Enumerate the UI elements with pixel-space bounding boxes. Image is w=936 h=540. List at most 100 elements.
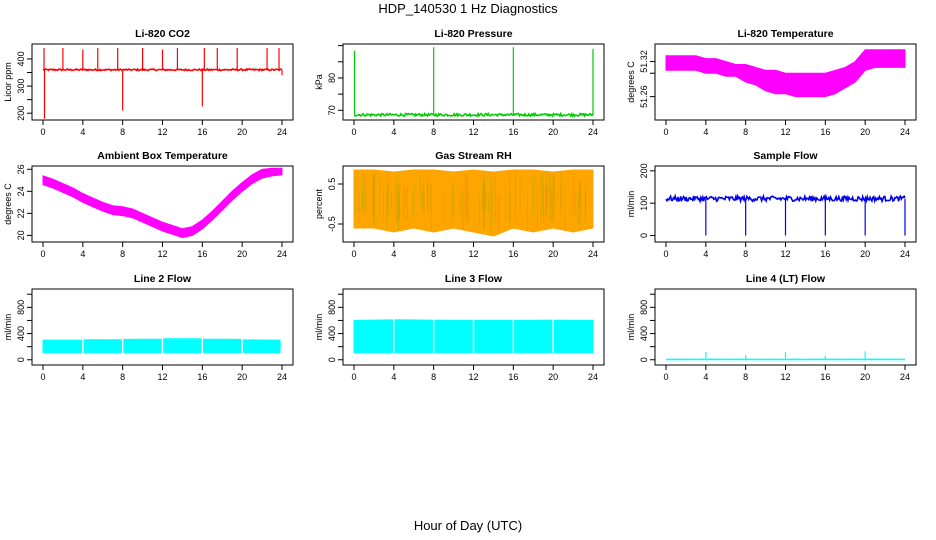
y-axis-label: ml/min <box>314 314 324 341</box>
chart-panel: Sample Flow 0 4 8 12 16 20 24 0 100 200 ml/min <box>626 150 917 259</box>
x-tick-label: 4 <box>703 249 708 259</box>
y-axis-label: ml/min <box>626 191 636 218</box>
x-tick-label: 24 <box>277 372 287 382</box>
y-axis-label: percent <box>314 188 324 219</box>
x-tick-label: 20 <box>860 249 870 259</box>
y-tick-label: 400 <box>639 326 649 341</box>
x-tick-label: 12 <box>468 127 478 137</box>
x-tick-label: 8 <box>120 372 125 382</box>
x-tick-label: 24 <box>900 127 910 137</box>
series-group <box>42 289 282 365</box>
x-tick-label: 12 <box>468 372 478 382</box>
y-tick-label: 200 <box>639 163 649 178</box>
panel-title: Li-820 Temperature <box>737 28 833 40</box>
panel-title: Sample Flow <box>753 150 818 162</box>
y-tick-label: 20 <box>16 230 26 240</box>
y-tick-label: 22 <box>16 208 26 218</box>
x-tick-label: 24 <box>277 127 287 137</box>
x-tick-label: 20 <box>548 127 558 137</box>
x-tick-label: 16 <box>508 372 518 382</box>
x-tick-label: 4 <box>80 249 85 259</box>
y-tick-label: 0 <box>639 233 649 238</box>
x-tick-label: 20 <box>548 372 558 382</box>
series-group <box>42 167 283 239</box>
x-tick-label: 4 <box>80 127 85 137</box>
series-group <box>353 289 594 365</box>
x-tick-label: 16 <box>820 127 830 137</box>
chart-panel: Ambient Box Temperature 0 4 8 12 16 20 24 20 22 24… <box>3 150 294 259</box>
x-tick-label: 0 <box>351 249 356 259</box>
panel-title: Li-820 CO2 <box>135 28 190 40</box>
x-tick-label: 16 <box>508 127 518 137</box>
x-tick-label: 8 <box>431 127 436 137</box>
y-tick-label: 400 <box>16 326 26 341</box>
y-axis-label: degrees C <box>3 183 13 225</box>
y-tick-label: 400 <box>327 326 337 341</box>
series-line <box>353 111 594 118</box>
series-envelope <box>42 338 281 354</box>
x-tick-label: 20 <box>237 127 247 137</box>
y-tick-label: 300 <box>16 79 26 94</box>
y-axis-label: ml/min <box>626 314 636 341</box>
x-tick-label: 24 <box>277 249 287 259</box>
series-group <box>666 351 906 361</box>
panel-title: Ambient Box Temperature <box>97 150 228 162</box>
x-tick-label: 24 <box>588 249 598 259</box>
y-axis-label: degrees C <box>626 61 636 103</box>
x-axis-label: Hour of Day (UTC) <box>413 518 523 533</box>
x-tick-label: 20 <box>237 249 247 259</box>
chart-panel: Li-820 Temperature 0 4 8 12 16 20 24 51.26 51.32d… <box>626 28 917 137</box>
x-tick-label: 8 <box>743 127 748 137</box>
y-tick-label: 400 <box>16 51 26 66</box>
x-tick-label: 4 <box>80 372 85 382</box>
x-tick-label: 12 <box>157 372 167 382</box>
x-tick-label: 12 <box>780 249 790 259</box>
y-tick-label: 800 <box>327 300 337 315</box>
y-axis-label: Licor ppm <box>3 62 13 102</box>
x-tick-label: 20 <box>860 372 870 382</box>
panel-title: Li-820 Pressure <box>434 28 512 40</box>
y-tick-label: 51.32 <box>639 50 649 73</box>
x-tick-label: 4 <box>391 372 396 382</box>
series-group <box>353 47 594 118</box>
panel-title: Line 2 Flow <box>134 273 192 285</box>
x-tick-label: 16 <box>820 372 830 382</box>
y-tick-label: 100 <box>639 196 649 211</box>
x-tick-label: 0 <box>40 249 45 259</box>
panel-title: Gas Stream RH <box>435 150 511 162</box>
x-tick-label: 0 <box>40 127 45 137</box>
main-title: HDP_140530 1 Hz Diagnostics <box>378 1 558 16</box>
x-tick-label: 16 <box>197 372 207 382</box>
x-tick-label: 16 <box>820 249 830 259</box>
panel-title: Line 3 Flow <box>445 273 503 285</box>
x-tick-label: 8 <box>120 249 125 259</box>
x-tick-label: 4 <box>391 127 396 137</box>
x-tick-label: 0 <box>663 127 668 137</box>
y-tick-label: 51.26 <box>639 85 649 108</box>
series-envelope <box>665 49 906 98</box>
y-tick-label: 70 <box>327 105 337 115</box>
y-tick-label: 800 <box>16 300 26 315</box>
x-tick-label: 16 <box>508 249 518 259</box>
x-tick-label: 20 <box>548 249 558 259</box>
x-tick-label: 0 <box>351 127 356 137</box>
x-tick-label: 8 <box>120 127 125 137</box>
x-tick-label: 4 <box>703 127 708 137</box>
x-tick-label: 24 <box>588 127 598 137</box>
series-envelope <box>353 169 594 237</box>
x-tick-label: 8 <box>743 249 748 259</box>
x-tick-label: 0 <box>351 372 356 382</box>
x-tick-label: 12 <box>780 372 790 382</box>
x-tick-label: 12 <box>157 127 167 137</box>
x-tick-label: 20 <box>860 127 870 137</box>
y-tick-label: 26 <box>16 164 26 174</box>
x-tick-label: 0 <box>40 372 45 382</box>
x-tick-label: 20 <box>237 372 247 382</box>
x-tick-label: 12 <box>468 249 478 259</box>
series-group <box>353 169 594 237</box>
y-axis-label: ml/min <box>3 314 13 341</box>
